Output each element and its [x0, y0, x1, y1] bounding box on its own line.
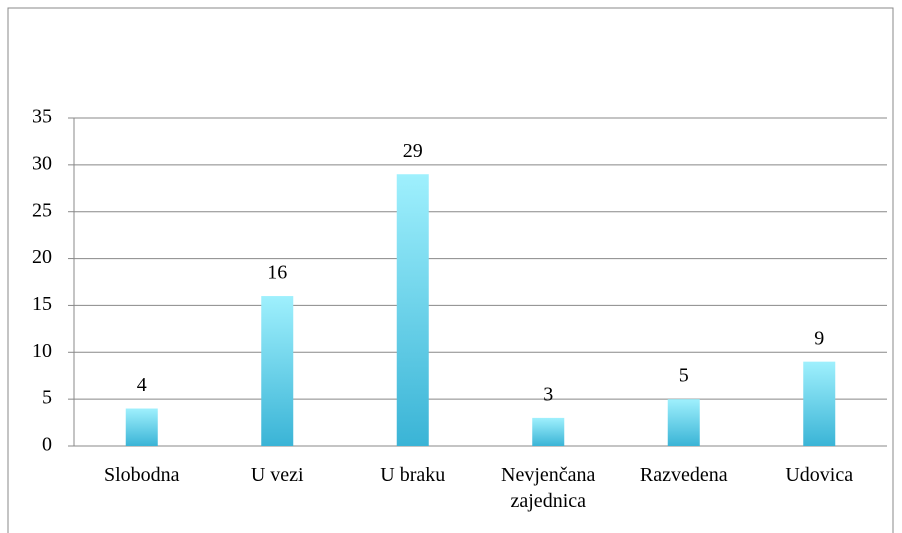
bar: [532, 417, 565, 446]
y-tick-label: 15: [32, 293, 52, 315]
bar: [261, 296, 294, 446]
y-tick-label: 0: [42, 434, 52, 456]
x-tick-label: Nevjenčana zajednica: [501, 464, 596, 512]
bar: [667, 399, 700, 446]
x-tick-label: Udovica: [785, 464, 854, 486]
y-tick-label: 25: [32, 199, 52, 221]
frame: [7, 7, 894, 533]
bar: [125, 408, 158, 446]
y-tick-label: 20: [32, 246, 52, 268]
bar: [396, 174, 429, 446]
data-label: 3: [543, 383, 553, 405]
x-tick-label: Slobodna: [103, 464, 180, 486]
x-tick-label: U vezi: [250, 464, 304, 486]
y-tick-label: 10: [32, 340, 52, 362]
data-label: 29: [403, 140, 423, 162]
y-tick-label: 35: [32, 106, 52, 128]
x-tick-label: U braku: [380, 464, 446, 486]
data-label: 16: [267, 262, 287, 284]
y-tick-label: 5: [42, 387, 52, 409]
y-tick-label: 30: [32, 152, 52, 174]
x-tick-label: Razvedena: [639, 464, 728, 486]
data-label: 5: [679, 365, 689, 387]
bar: [803, 361, 836, 446]
data-label: 4: [137, 374, 147, 396]
data-label: 9: [814, 327, 824, 349]
